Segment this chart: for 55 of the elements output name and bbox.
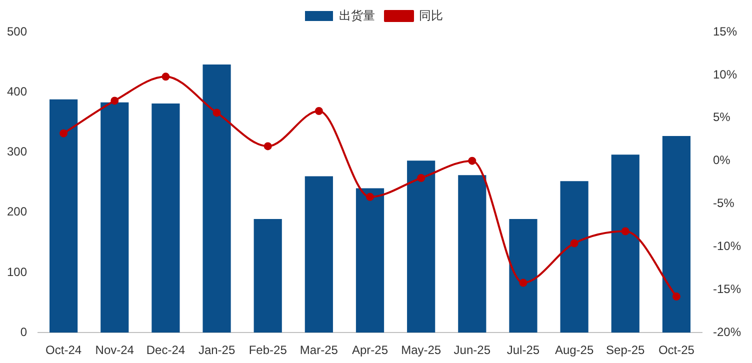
bar xyxy=(407,160,436,333)
y2-tick-label: -20% xyxy=(712,324,742,339)
legend-label: 出货量 xyxy=(339,8,375,22)
x-tick-label: Jul-25 xyxy=(506,343,540,358)
x-tick-label: May-25 xyxy=(401,343,442,358)
bar xyxy=(611,154,640,333)
x-tick-label: Jan-25 xyxy=(198,343,236,358)
point xyxy=(110,96,119,105)
y2-tick-label: -5% xyxy=(712,196,735,210)
bar xyxy=(304,176,333,333)
x-tick-label: Apr-25 xyxy=(352,343,388,358)
y2-tick-label: 10% xyxy=(712,67,738,82)
y2-tick-label: 15% xyxy=(712,24,738,38)
x-tick-label: Jun-25 xyxy=(454,343,491,358)
point xyxy=(60,129,68,138)
y-tick-label: 100 xyxy=(6,264,28,279)
y2-tick-label: 5% xyxy=(712,110,731,124)
bar xyxy=(662,136,690,333)
bar xyxy=(509,218,538,333)
x-tick-label: Feb-25 xyxy=(248,343,288,358)
legend-label: 同比 xyxy=(419,8,443,22)
point xyxy=(468,156,476,165)
y2-tick-label: -15% xyxy=(712,282,742,296)
y-tick-label: 200 xyxy=(6,204,28,219)
point xyxy=(264,142,272,150)
point xyxy=(519,278,528,287)
point xyxy=(672,292,680,301)
point xyxy=(570,239,578,248)
point xyxy=(621,227,630,236)
bar xyxy=(50,99,78,333)
point xyxy=(212,108,221,117)
bar xyxy=(254,218,282,333)
point xyxy=(314,107,323,116)
y-tick-label: 0 xyxy=(20,324,28,339)
x-tick-label: Aug-25 xyxy=(554,343,594,358)
x-tick-label: Oct-24 xyxy=(46,343,82,358)
y-tick-label: 500 xyxy=(6,24,28,38)
bar xyxy=(152,104,180,333)
bar xyxy=(458,175,486,333)
bar xyxy=(560,181,588,333)
x-tick-label: Sep-25 xyxy=(606,343,646,358)
y-tick-label: 400 xyxy=(6,84,28,98)
bar xyxy=(202,64,231,333)
y2-tick-label: -10% xyxy=(712,239,742,254)
point xyxy=(417,174,426,182)
x-tick-label: Mar-25 xyxy=(300,343,338,358)
point xyxy=(366,192,374,201)
x-tick-label: Oct-25 xyxy=(658,343,695,358)
y-tick-label: 300 xyxy=(6,144,28,159)
x-tick-label: Dec-24 xyxy=(146,343,186,358)
bar xyxy=(356,188,384,333)
bar xyxy=(100,102,129,333)
y2-tick-label: 0% xyxy=(712,153,731,168)
x-tick-label: Nov-24 xyxy=(95,343,134,358)
point xyxy=(162,72,170,81)
